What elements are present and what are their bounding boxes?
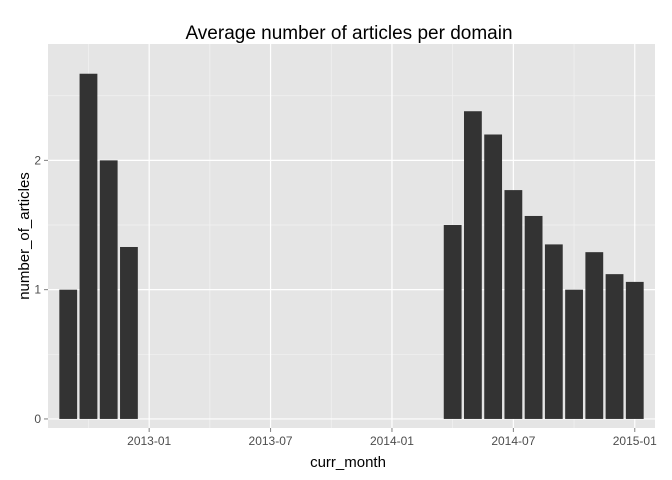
bar-2014-09 xyxy=(544,244,563,419)
y-tick-label: 0 xyxy=(34,412,41,426)
bar-2012-10 xyxy=(79,73,98,419)
bar-2012-11 xyxy=(99,160,118,419)
y-tick-label: 1 xyxy=(34,283,41,297)
bar-2014-06 xyxy=(484,134,503,419)
y-axis: 0 1 2 xyxy=(34,153,48,426)
bar-2014-04 xyxy=(443,225,462,419)
x-tick-label: 2013-07 xyxy=(249,434,293,448)
bar-2014-11 xyxy=(585,252,604,419)
bar-2015-01 xyxy=(625,281,644,419)
y-tick-label: 2 xyxy=(34,153,41,167)
bars xyxy=(59,73,644,419)
x-tick-label: 2014-07 xyxy=(491,434,535,448)
bar-2014-08 xyxy=(524,215,543,419)
x-tick-label: 2015-01 xyxy=(613,434,657,448)
chart-title: Average number of articles per domain xyxy=(185,23,512,44)
x-axis-title: curr_month xyxy=(310,454,386,471)
bar-2014-07 xyxy=(504,190,523,419)
x-tick-label: 2014-01 xyxy=(370,434,414,448)
bar-2014-12 xyxy=(605,274,624,419)
bar-2014-05 xyxy=(463,111,482,419)
bar-2014-10 xyxy=(565,289,583,419)
x-axis: 2013-01 2013-07 2014-01 2014-07 2015-01 xyxy=(127,428,657,448)
plot-panel xyxy=(48,44,655,428)
bar-2012-09 xyxy=(59,289,78,419)
y-axis-title: number_of_articles xyxy=(16,172,33,300)
bar-2012-12 xyxy=(120,246,138,419)
x-tick-label: 2013-01 xyxy=(127,434,171,448)
